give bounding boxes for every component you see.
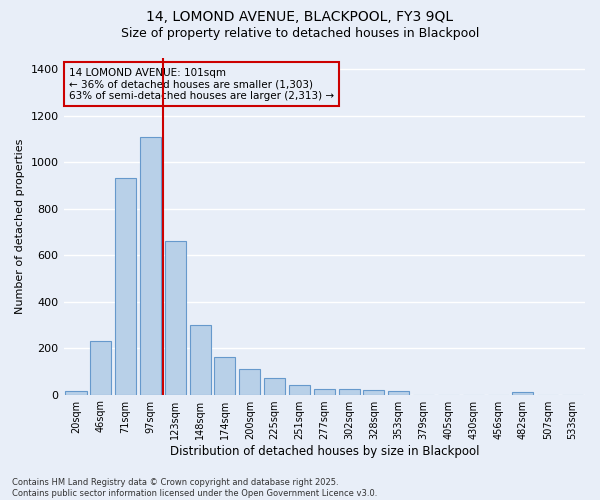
Bar: [388, 391, 409, 394]
Bar: [264, 378, 285, 394]
Y-axis label: Number of detached properties: Number of detached properties: [15, 138, 25, 314]
Bar: [140, 136, 161, 394]
Bar: [90, 341, 112, 394]
Text: Contains HM Land Registry data © Crown copyright and database right 2025.
Contai: Contains HM Land Registry data © Crown c…: [12, 478, 377, 498]
Bar: [165, 241, 186, 394]
X-axis label: Distribution of detached houses by size in Blackpool: Distribution of detached houses by size …: [170, 444, 479, 458]
Bar: [314, 389, 335, 394]
Bar: [364, 390, 385, 394]
Bar: [65, 391, 86, 394]
Bar: [512, 392, 533, 394]
Bar: [214, 358, 235, 395]
Bar: [190, 325, 211, 394]
Bar: [338, 390, 359, 394]
Text: 14 LOMOND AVENUE: 101sqm
← 36% of detached houses are smaller (1,303)
63% of sem: 14 LOMOND AVENUE: 101sqm ← 36% of detach…: [69, 68, 334, 101]
Bar: [115, 178, 136, 394]
Text: 14, LOMOND AVENUE, BLACKPOOL, FY3 9QL: 14, LOMOND AVENUE, BLACKPOOL, FY3 9QL: [146, 10, 454, 24]
Text: Size of property relative to detached houses in Blackpool: Size of property relative to detached ho…: [121, 28, 479, 40]
Bar: [289, 386, 310, 394]
Bar: [239, 369, 260, 394]
